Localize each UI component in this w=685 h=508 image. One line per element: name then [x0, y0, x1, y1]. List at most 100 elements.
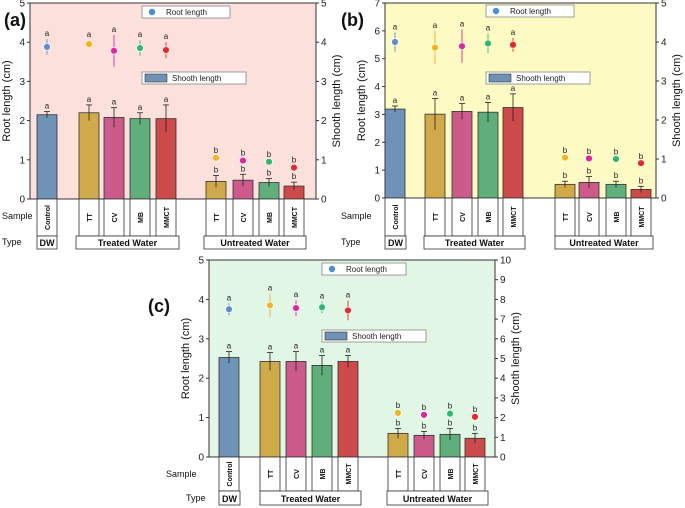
right-tick-label: 6	[500, 334, 506, 345]
sample-label: TT	[87, 213, 94, 222]
legend-root-marker	[492, 7, 500, 15]
type-box	[36, 235, 58, 250]
left-tick-label: 6	[374, 26, 380, 37]
shoot-significance-letter: b	[563, 171, 568, 180]
shoot-significance-letter: a	[138, 103, 143, 112]
shoot-significance-letter: b	[241, 164, 246, 173]
right-tick-label: 1	[500, 433, 506, 444]
sample-label: MMCT	[511, 206, 518, 228]
sample-label: MMCT	[292, 206, 299, 228]
shoot-bar	[36, 114, 58, 200]
panel-label: (a)	[4, 10, 26, 30]
sample-label: TT	[396, 469, 403, 478]
left-tick-label: 4	[19, 38, 25, 49]
right-tick-label: 2	[661, 116, 667, 127]
left-tick-label: 0	[198, 453, 204, 464]
type-label: Untreated Water	[403, 494, 473, 504]
shoot-significance-letter: a	[164, 95, 169, 104]
sample-label: MB	[320, 469, 327, 480]
sample-label: CV	[460, 212, 467, 222]
root-significance-letter: a	[346, 291, 351, 300]
root-significance-letter: b	[563, 146, 568, 155]
y-axis-left-label: Root length (cm)	[180, 318, 192, 399]
left-tick-label: 0	[374, 194, 380, 205]
shoot-significance-letter: b	[639, 176, 644, 185]
shoot-significance-letter: a	[393, 96, 398, 105]
shoot-bar	[259, 361, 281, 458]
left-tick-label: 2	[374, 138, 380, 149]
left-tick-label: 2	[19, 116, 25, 127]
type-label: DW	[388, 238, 403, 248]
y-axis-left-label: Root length (cm)	[356, 60, 368, 141]
shoot-significance-letter: b	[214, 165, 219, 174]
right-tick-label: 0	[661, 194, 667, 205]
type-box	[203, 235, 307, 250]
shoot-significance-letter: a	[112, 98, 117, 107]
root-point	[471, 413, 479, 421]
panel-c: 0 1 2 3 4 5 0 1 2 3 4 5 6 7 8 9 10 Root length (cm) Shooth…	[148, 256, 522, 506]
shoot-significance-letter: a	[460, 94, 465, 103]
legend-shoot-box	[485, 71, 591, 85]
legend-root-box	[141, 5, 231, 19]
legend-root-box	[321, 262, 407, 276]
root-significance-letter: a	[87, 30, 92, 39]
right-tick-label: 1	[321, 155, 327, 166]
root-significance-letter: a	[486, 24, 491, 33]
root-significance-letter: b	[587, 147, 592, 156]
type-label: Treated Water	[281, 494, 341, 504]
right-tick-label: 9	[500, 275, 506, 286]
root-point	[266, 301, 274, 310]
root-point	[290, 163, 298, 172]
root-point	[612, 155, 620, 163]
root-point	[458, 42, 466, 50]
root-significance-letter: b	[214, 146, 219, 155]
y-axis-right-label: Shooth length (cm)	[331, 55, 343, 148]
shoot-significance-letter: a	[268, 343, 273, 352]
shoot-significance-letter: a	[227, 342, 232, 351]
root-point	[110, 47, 118, 55]
shoot-significance-letter: b	[292, 172, 297, 181]
sample-label: CV	[112, 212, 119, 222]
sample-label: Control	[227, 462, 234, 487]
root-point	[509, 41, 517, 49]
root-point	[637, 159, 645, 167]
legend-shoot-label: Shooth length	[352, 332, 401, 341]
root-point	[85, 40, 93, 48]
shoot-significance-letter: b	[448, 418, 453, 427]
sample-label: MB	[267, 212, 274, 223]
type-label: Treated Water	[445, 238, 505, 248]
shoot-bar	[337, 361, 359, 458]
shoot-significance-letter: a	[511, 84, 516, 93]
type-box	[554, 235, 654, 250]
shoot-bar	[477, 111, 499, 199]
legend-root-box	[485, 4, 575, 18]
root-significance-letter: b	[614, 148, 619, 157]
legend-shoot-swatch	[324, 331, 348, 341]
sample-label: TT	[214, 213, 221, 222]
right-tick-label: 10	[500, 256, 512, 267]
root-point	[431, 43, 439, 52]
type-row-caption: Type	[341, 237, 361, 247]
type-box	[218, 490, 241, 506]
left-tick-label: 5	[374, 54, 380, 65]
sample-label: TT	[563, 212, 570, 221]
root-point	[43, 43, 51, 51]
root-significance-letter: b	[448, 402, 453, 411]
root-significance-letter: b	[292, 156, 297, 165]
legend-root-label: Root length	[510, 7, 551, 16]
right-tick-label: 3	[321, 77, 327, 88]
legend-root-marker	[148, 8, 156, 16]
legend-shoot-swatch	[488, 73, 512, 83]
left-tick-label: 5	[19, 0, 25, 10]
legend-root-label: Root length	[346, 265, 387, 274]
right-tick-label: 1	[661, 155, 667, 166]
sample-label: MB	[614, 212, 621, 223]
right-tick-label: 2	[500, 413, 506, 424]
shoot-significance-letter: b	[422, 421, 427, 430]
root-significance-letter: b	[422, 403, 427, 412]
shoot-significance-letter: b	[614, 171, 619, 180]
sample-label: Control	[393, 205, 400, 230]
left-tick-label: 3	[19, 77, 25, 88]
right-tick-label: 5	[500, 354, 506, 365]
root-significance-letter: b	[267, 150, 272, 159]
